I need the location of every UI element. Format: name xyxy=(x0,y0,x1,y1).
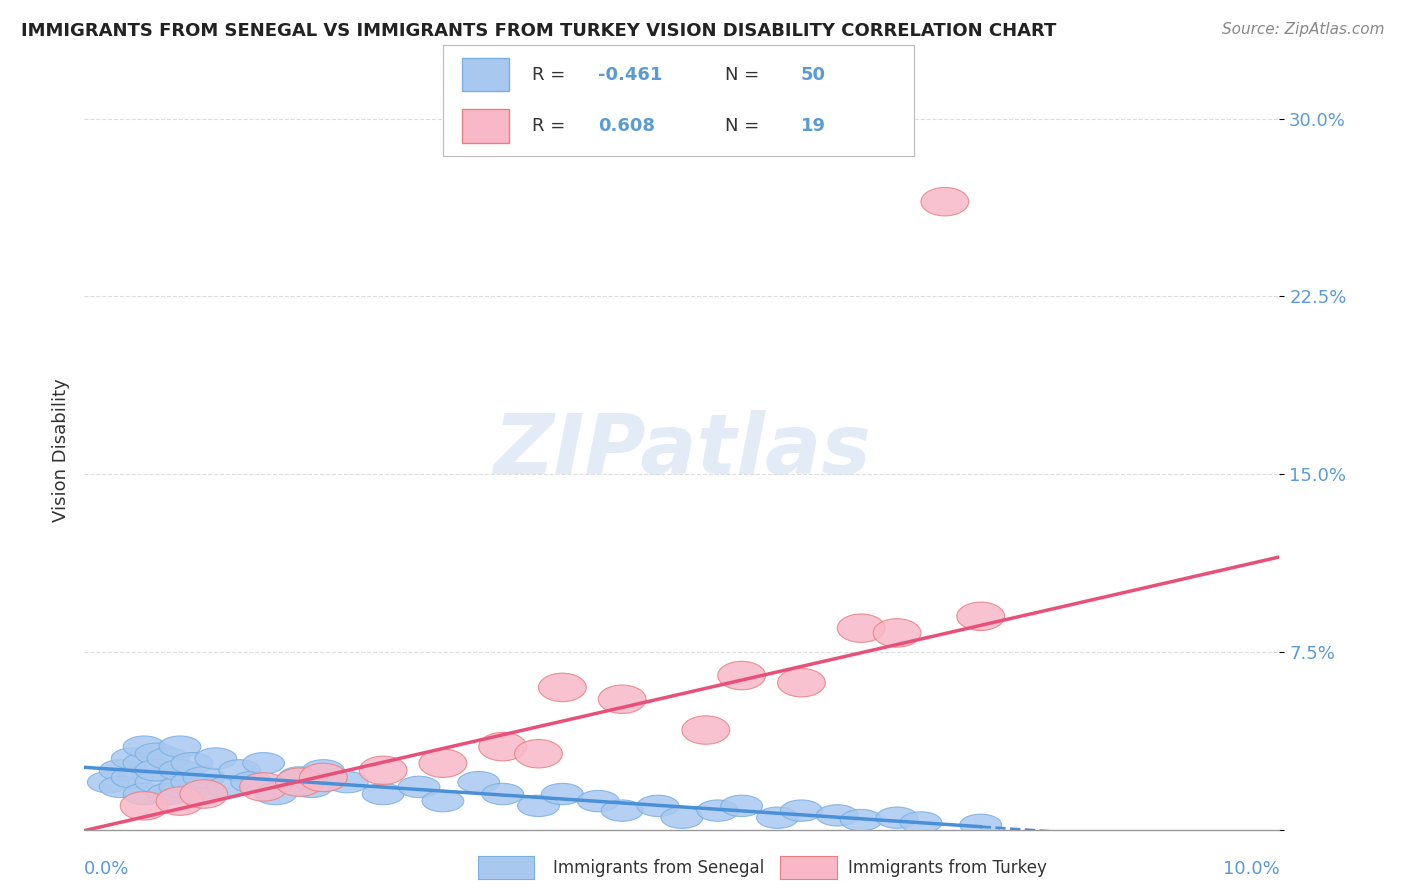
Text: -0.461: -0.461 xyxy=(599,66,662,84)
Ellipse shape xyxy=(183,783,225,805)
Ellipse shape xyxy=(778,668,825,697)
Ellipse shape xyxy=(148,747,188,769)
Ellipse shape xyxy=(135,743,177,764)
Ellipse shape xyxy=(876,807,918,829)
Ellipse shape xyxy=(100,776,141,797)
Text: Immigrants from Turkey: Immigrants from Turkey xyxy=(848,859,1046,877)
Ellipse shape xyxy=(135,760,177,781)
Ellipse shape xyxy=(873,619,921,647)
Ellipse shape xyxy=(517,795,560,816)
Ellipse shape xyxy=(841,809,882,830)
Ellipse shape xyxy=(599,685,647,714)
Ellipse shape xyxy=(780,800,823,822)
Ellipse shape xyxy=(124,736,165,757)
Ellipse shape xyxy=(231,772,273,793)
Ellipse shape xyxy=(299,764,347,792)
Ellipse shape xyxy=(111,767,153,789)
Ellipse shape xyxy=(419,749,467,778)
Ellipse shape xyxy=(515,739,562,768)
Ellipse shape xyxy=(124,753,165,774)
Ellipse shape xyxy=(838,614,886,642)
Text: IMMIGRANTS FROM SENEGAL VS IMMIGRANTS FROM TURKEY VISION DISABILITY CORRELATION : IMMIGRANTS FROM SENEGAL VS IMMIGRANTS FR… xyxy=(21,22,1056,40)
Text: Immigrants from Senegal: Immigrants from Senegal xyxy=(553,859,763,877)
FancyBboxPatch shape xyxy=(461,109,509,143)
Ellipse shape xyxy=(207,776,249,797)
Ellipse shape xyxy=(756,807,799,829)
Ellipse shape xyxy=(135,772,177,793)
Ellipse shape xyxy=(172,753,212,774)
Ellipse shape xyxy=(87,772,129,793)
Ellipse shape xyxy=(721,795,762,816)
Text: 50: 50 xyxy=(801,66,825,84)
Text: R =: R = xyxy=(533,117,571,135)
Ellipse shape xyxy=(278,767,321,789)
Ellipse shape xyxy=(156,787,204,815)
Ellipse shape xyxy=(363,783,404,805)
Text: ZIPatlas: ZIPatlas xyxy=(494,410,870,491)
Ellipse shape xyxy=(697,800,738,822)
Text: Source: ZipAtlas.com: Source: ZipAtlas.com xyxy=(1222,22,1385,37)
Ellipse shape xyxy=(398,776,440,797)
Ellipse shape xyxy=(183,767,225,789)
Ellipse shape xyxy=(124,783,165,805)
Ellipse shape xyxy=(538,673,586,702)
Ellipse shape xyxy=(276,768,323,797)
Ellipse shape xyxy=(302,760,344,781)
Ellipse shape xyxy=(159,760,201,781)
Ellipse shape xyxy=(900,812,942,833)
Ellipse shape xyxy=(291,776,332,797)
Ellipse shape xyxy=(195,747,236,769)
Text: N =: N = xyxy=(725,66,765,84)
Ellipse shape xyxy=(219,760,260,781)
Ellipse shape xyxy=(602,800,643,822)
Ellipse shape xyxy=(180,780,228,808)
Text: 19: 19 xyxy=(801,117,825,135)
Ellipse shape xyxy=(148,783,188,805)
Ellipse shape xyxy=(326,772,368,793)
Ellipse shape xyxy=(479,732,527,761)
Ellipse shape xyxy=(541,783,583,805)
Ellipse shape xyxy=(817,805,858,826)
Ellipse shape xyxy=(458,772,499,793)
Ellipse shape xyxy=(240,772,288,801)
Ellipse shape xyxy=(482,783,523,805)
Ellipse shape xyxy=(254,783,297,805)
Ellipse shape xyxy=(111,747,153,769)
Text: R =: R = xyxy=(533,66,571,84)
Ellipse shape xyxy=(100,760,141,781)
FancyBboxPatch shape xyxy=(461,58,509,92)
Ellipse shape xyxy=(921,187,969,216)
Ellipse shape xyxy=(578,790,619,812)
Ellipse shape xyxy=(360,756,408,785)
Text: 10.0%: 10.0% xyxy=(1223,860,1279,878)
Ellipse shape xyxy=(159,776,201,797)
Ellipse shape xyxy=(422,790,464,812)
Ellipse shape xyxy=(159,736,201,757)
Ellipse shape xyxy=(243,753,284,774)
Y-axis label: Vision Disability: Vision Disability xyxy=(52,378,70,523)
Ellipse shape xyxy=(718,661,766,690)
Ellipse shape xyxy=(960,814,1001,836)
Text: 0.608: 0.608 xyxy=(599,117,655,135)
Ellipse shape xyxy=(121,792,169,820)
Ellipse shape xyxy=(637,795,679,816)
Ellipse shape xyxy=(172,772,212,793)
Text: 0.0%: 0.0% xyxy=(84,860,129,878)
Ellipse shape xyxy=(682,715,730,744)
Text: N =: N = xyxy=(725,117,765,135)
Ellipse shape xyxy=(957,602,1005,631)
Ellipse shape xyxy=(661,807,703,829)
